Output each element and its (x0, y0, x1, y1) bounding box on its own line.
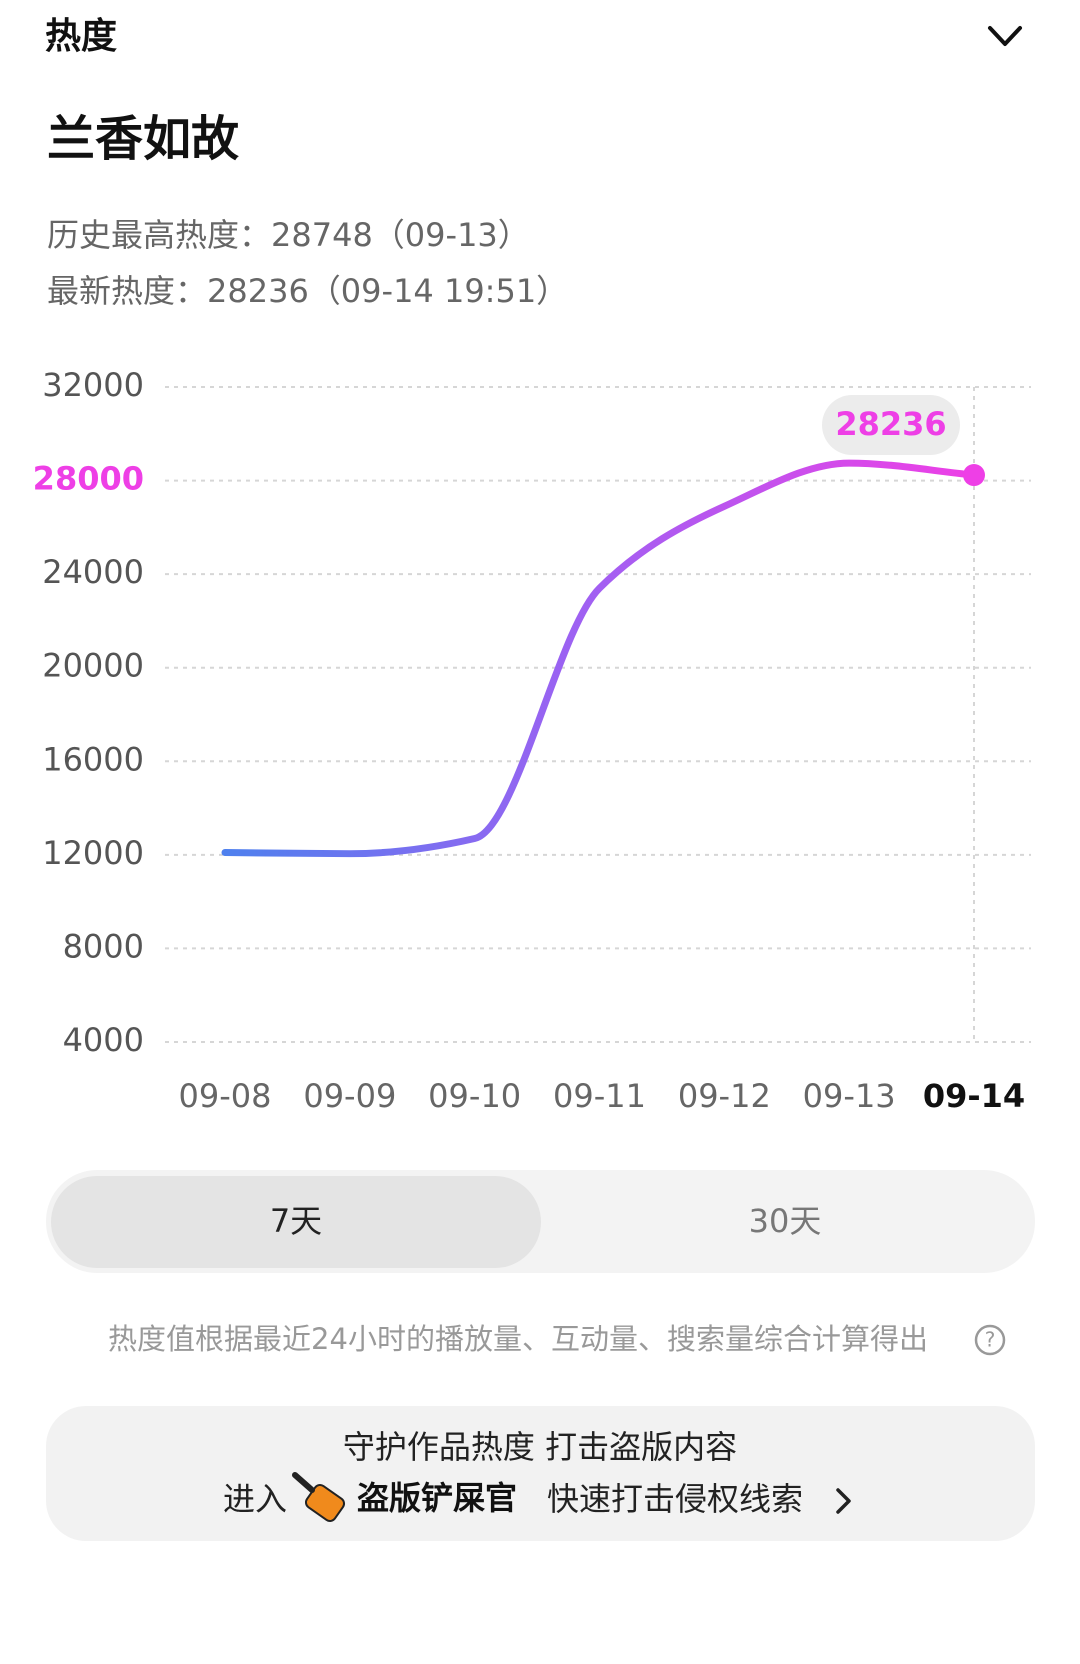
help-icon[interactable] (974, 1324, 1006, 1356)
brand-icon (292, 1472, 346, 1523)
banner-line: 守护作品热度 打击盗版内容 (343, 1428, 737, 1466)
x-tick-label: 09-11 (553, 1077, 646, 1115)
work-title: 兰香如故 (47, 111, 239, 167)
x-tick-label: 09-12 (678, 1077, 771, 1115)
x-tick-label: 09-14 (923, 1077, 1025, 1115)
x-tick-label: 09-13 (803, 1077, 896, 1115)
tab[interactable]: 30天 (749, 1202, 822, 1240)
help-icon-glyph: ? (985, 1328, 996, 1352)
banner-arrow[interactable] (836, 1488, 851, 1514)
tab[interactable]: 7天 (270, 1202, 322, 1240)
latest-stat: 最新热度：28236（09-14 19:51） (47, 272, 568, 310)
y-tick-label: 24000 (42, 553, 144, 591)
banner-brand: 盗版铲屎官 (357, 1479, 517, 1517)
value-callout (822, 395, 960, 456)
peak-stat: 历史最高热度：28748（09-13） (47, 216, 530, 254)
banner[interactable] (46, 1406, 1035, 1541)
y-tick-label: 28000 (33, 460, 144, 498)
tab-selected (51, 1176, 541, 1268)
x-tick-label: 09-08 (179, 1077, 272, 1115)
latest-point (963, 464, 985, 487)
header-title: 热度 (45, 16, 117, 57)
heat-line (221, 459, 978, 858)
chart: 4000 8000 12000 16000 20000 24000 28000 32000 09… (33, 366, 1031, 1115)
value-label: 28236 (835, 405, 946, 443)
y-tick-label: 20000 (42, 647, 144, 685)
banner-suffix: 快速打击侵权线索 (547, 1480, 803, 1518)
note: 热度值根据最近24小时的播放量、互动量、搜索量综合计算得出 (108, 1322, 928, 1356)
y-tick-label: 32000 (42, 366, 144, 404)
y-tick-label: 16000 (42, 740, 144, 778)
y-tick-label: 4000 (63, 1021, 144, 1059)
y-tick-label: 12000 (42, 834, 144, 872)
collapse-icon[interactable] (988, 26, 1022, 46)
y-tick-label: 8000 (63, 927, 144, 965)
x-tick-label: 09-09 (303, 1077, 396, 1115)
banner-prefix: 进入 (223, 1480, 287, 1518)
x-tick-label: 09-10 (428, 1077, 521, 1115)
